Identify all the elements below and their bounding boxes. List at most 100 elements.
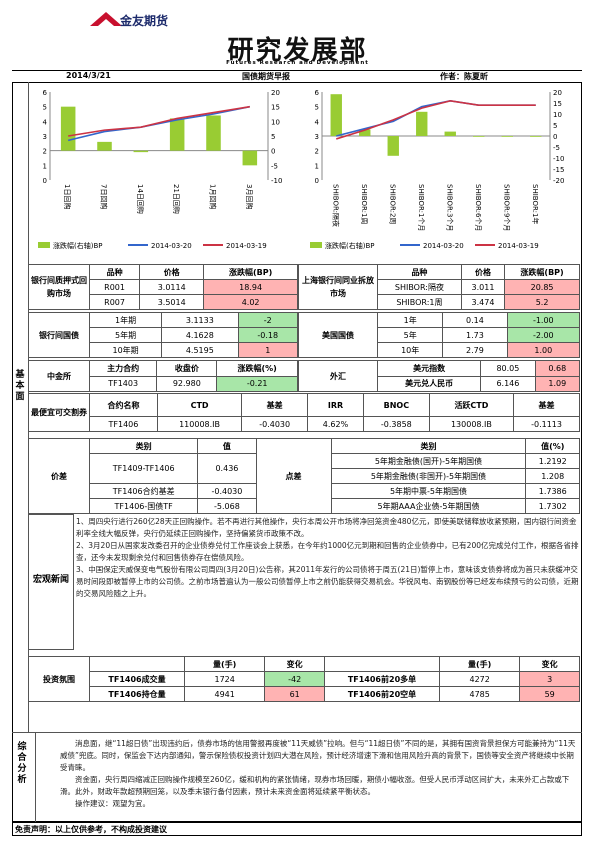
spread-cell: -0.4030 bbox=[197, 483, 257, 499]
macro-label: 宏观新闻 bbox=[32, 575, 69, 585]
fx-cell: 美元指数 bbox=[376, 360, 482, 377]
x-tick-label: SHIBOR:1个月 bbox=[417, 184, 425, 231]
x-tick-label: SHIBOR:隔夜 bbox=[331, 184, 340, 227]
cffex-table: 中金所 主力合约 收盘价 涨跌幅(%) TF1403 92.980 -0.21 bbox=[28, 360, 298, 392]
ctd-cell: 4.62% bbox=[307, 416, 364, 432]
report-author: 作者：陈夏昕 bbox=[440, 72, 488, 81]
ctd-label: 最便宜可交割券 bbox=[28, 393, 90, 432]
side-label-analysis: 综合分析 bbox=[16, 742, 28, 786]
spread2-cell: 1.7302 bbox=[525, 498, 580, 514]
spread-cell: TF1406-国债TF bbox=[88, 498, 199, 514]
shibor-head-1: 价格 bbox=[460, 264, 506, 280]
spread-head: 类别 bbox=[88, 438, 199, 454]
y-tick-label: 5 bbox=[315, 104, 319, 112]
ctd-cell: 130008.IB bbox=[428, 416, 515, 432]
analysis-text: 消息面，继“11超日债”出现违约后，债券市场的信用警报再度被“11天威债”拉响。… bbox=[60, 738, 580, 810]
header-rule bbox=[12, 70, 582, 71]
y-right-tick-label: -10 bbox=[271, 177, 282, 185]
shibor-table: 上海银行间同业拆放市场 品种 价格 涨跌幅(BP) SHIBOR:隔夜 3.011… bbox=[298, 264, 580, 310]
fx-cell: 1.09 bbox=[534, 375, 581, 392]
y-tick-label: 4 bbox=[315, 118, 320, 126]
cffex-label: 中金所 bbox=[28, 360, 90, 392]
volume-table: 投资氛围 量(手) 变化 量(手) 变化 TF1406成交量 1724 -42 TF14… bbox=[28, 656, 580, 702]
spread-head2: 值(%) bbox=[525, 438, 580, 454]
fx-cell: 美元兑人民币 bbox=[376, 375, 482, 392]
x-tick-label: 1日回购 bbox=[63, 184, 72, 209]
spread-head2: 类别 bbox=[330, 438, 527, 454]
cn-bond-cell: 1 bbox=[237, 342, 299, 358]
y-tick-label: 0 bbox=[315, 177, 319, 185]
x-tick-label: SHIBOR:3个月 bbox=[445, 184, 453, 231]
cn-bond-label: 银行间国债 bbox=[28, 312, 90, 358]
x-tick-label: SHIBOR:1周 bbox=[360, 184, 368, 224]
legend-bar-swatch bbox=[310, 242, 322, 248]
x-tick-label: SHIBOR:9个月 bbox=[502, 184, 510, 231]
y-right-tick-label: -20 bbox=[553, 177, 564, 185]
fx-label: 外汇 bbox=[298, 360, 378, 392]
ctd-cell: 110008.IB bbox=[156, 416, 243, 432]
fx-cell: 80.05 bbox=[480, 360, 536, 377]
department-title: 研究发展部 bbox=[227, 36, 368, 66]
ctd-cell: -0.1113 bbox=[513, 416, 580, 432]
us-bond-cell: 10年 bbox=[376, 342, 444, 358]
side-label-basic-text: 基本面 bbox=[15, 370, 25, 402]
repo-cell: 4.02 bbox=[203, 294, 298, 310]
ctd-head: 基差 bbox=[241, 393, 309, 417]
ctd-cell: -0.3858 bbox=[362, 416, 430, 432]
report-frame bbox=[12, 82, 582, 822]
series-line bbox=[336, 99, 536, 140]
us-bond-label: 美国国债 bbox=[298, 312, 378, 358]
y-right-tick-label: -5 bbox=[553, 144, 560, 152]
cn-bond-cell: -0.18 bbox=[237, 327, 299, 343]
fx-table: 外汇 美元指数 80.05 0.68 美元兑人民币 6.146 1.09 bbox=[298, 360, 581, 392]
x-tick-label: 7日回购 bbox=[100, 184, 109, 209]
cffex-head: 涨跌幅(%) bbox=[216, 360, 298, 377]
y-right-tick-label: -10 bbox=[553, 155, 564, 163]
cffex-cell: 92.980 bbox=[156, 375, 218, 392]
cn-bond-cell: -2 bbox=[237, 312, 299, 328]
y-tick-label: 6 bbox=[315, 89, 320, 97]
legend-s2-label: 2014-03-19 bbox=[498, 242, 539, 250]
volume-head: 变化 bbox=[519, 656, 580, 672]
repo-cell: R001 bbox=[88, 279, 141, 295]
cn-bond-table: 银行间国债 1年期 3.1133 -2 5年期 4.1628 -0.18 10年期 4.5… bbox=[28, 312, 299, 358]
volume-cell: -42 bbox=[264, 671, 325, 687]
volume-blank bbox=[89, 656, 185, 672]
volume-cell: 59 bbox=[519, 686, 580, 702]
bar-mark bbox=[501, 136, 513, 137]
bar-mark bbox=[169, 118, 185, 151]
shibor-chart: 0 1 2 3 4 5 6 -20 -15 -10 -5 0 5 10 15 20 SHIBOR:隔夜 SHIBO… bbox=[310, 89, 564, 250]
volume-cell: 4785 bbox=[438, 686, 521, 702]
spread-label: 价差 bbox=[28, 438, 90, 514]
repo-cell: R007 bbox=[88, 294, 141, 310]
volume-cell: TF1406前20多单 bbox=[323, 671, 440, 687]
y-right-tick-label: 15 bbox=[553, 100, 562, 108]
series-line bbox=[68, 105, 250, 137]
ctd-cell: TF1406 bbox=[89, 416, 158, 432]
shibor-head-2: 涨跌幅(BP) bbox=[504, 264, 580, 280]
us-bond-cell: 0.14 bbox=[442, 312, 508, 328]
ctd-head: IRR bbox=[307, 393, 364, 417]
fx-cell: 0.68 bbox=[534, 360, 581, 377]
shibor-cell: 3.011 bbox=[460, 279, 506, 295]
bar-mark bbox=[206, 115, 221, 151]
volume-cell: 61 bbox=[264, 686, 325, 702]
repo-table: 银行间质押式回购市场 品种 价格 涨跌幅(BP) R001 3.0114 18.94… bbox=[28, 264, 298, 310]
repo-label: 银行间质押式回购市场 bbox=[28, 264, 90, 310]
shibor-cell: SHIBOR:隔夜 bbox=[377, 279, 462, 295]
us-bond-cell: 1年 bbox=[376, 312, 444, 328]
legend-s2-label: 2014-03-19 bbox=[226, 242, 267, 250]
y-tick-label: 6 bbox=[43, 89, 48, 97]
us-bond-cell: 1.73 bbox=[442, 327, 508, 343]
legend-s1-label: 2014-03-20 bbox=[151, 242, 192, 250]
side-column bbox=[12, 82, 29, 732]
spread-table: 价差 类别值 点差 类别 值(%) TF1409-TF1406 0.436 5年期金… bbox=[28, 438, 580, 514]
shibor-cell: 5.2 bbox=[504, 294, 580, 310]
x-tick-label: 3月回购 bbox=[245, 184, 254, 209]
shibor-label: 上海银行间同业拆放市场 bbox=[298, 264, 378, 310]
disclaimer: 免责声明：以上仅供参考，不构成投资建议 bbox=[12, 822, 582, 836]
cn-bond-cell: 1年期 bbox=[88, 312, 163, 328]
us-bond-table: 美国国债 1年 0.14 -1.00 5年 1.73 -2.00 10年 2.79 1.00 bbox=[298, 312, 581, 358]
ctd-head: 活跃CTD bbox=[428, 393, 515, 417]
spread2-cell: 5年期金融债(非国开)-5年期国债 bbox=[330, 468, 527, 484]
